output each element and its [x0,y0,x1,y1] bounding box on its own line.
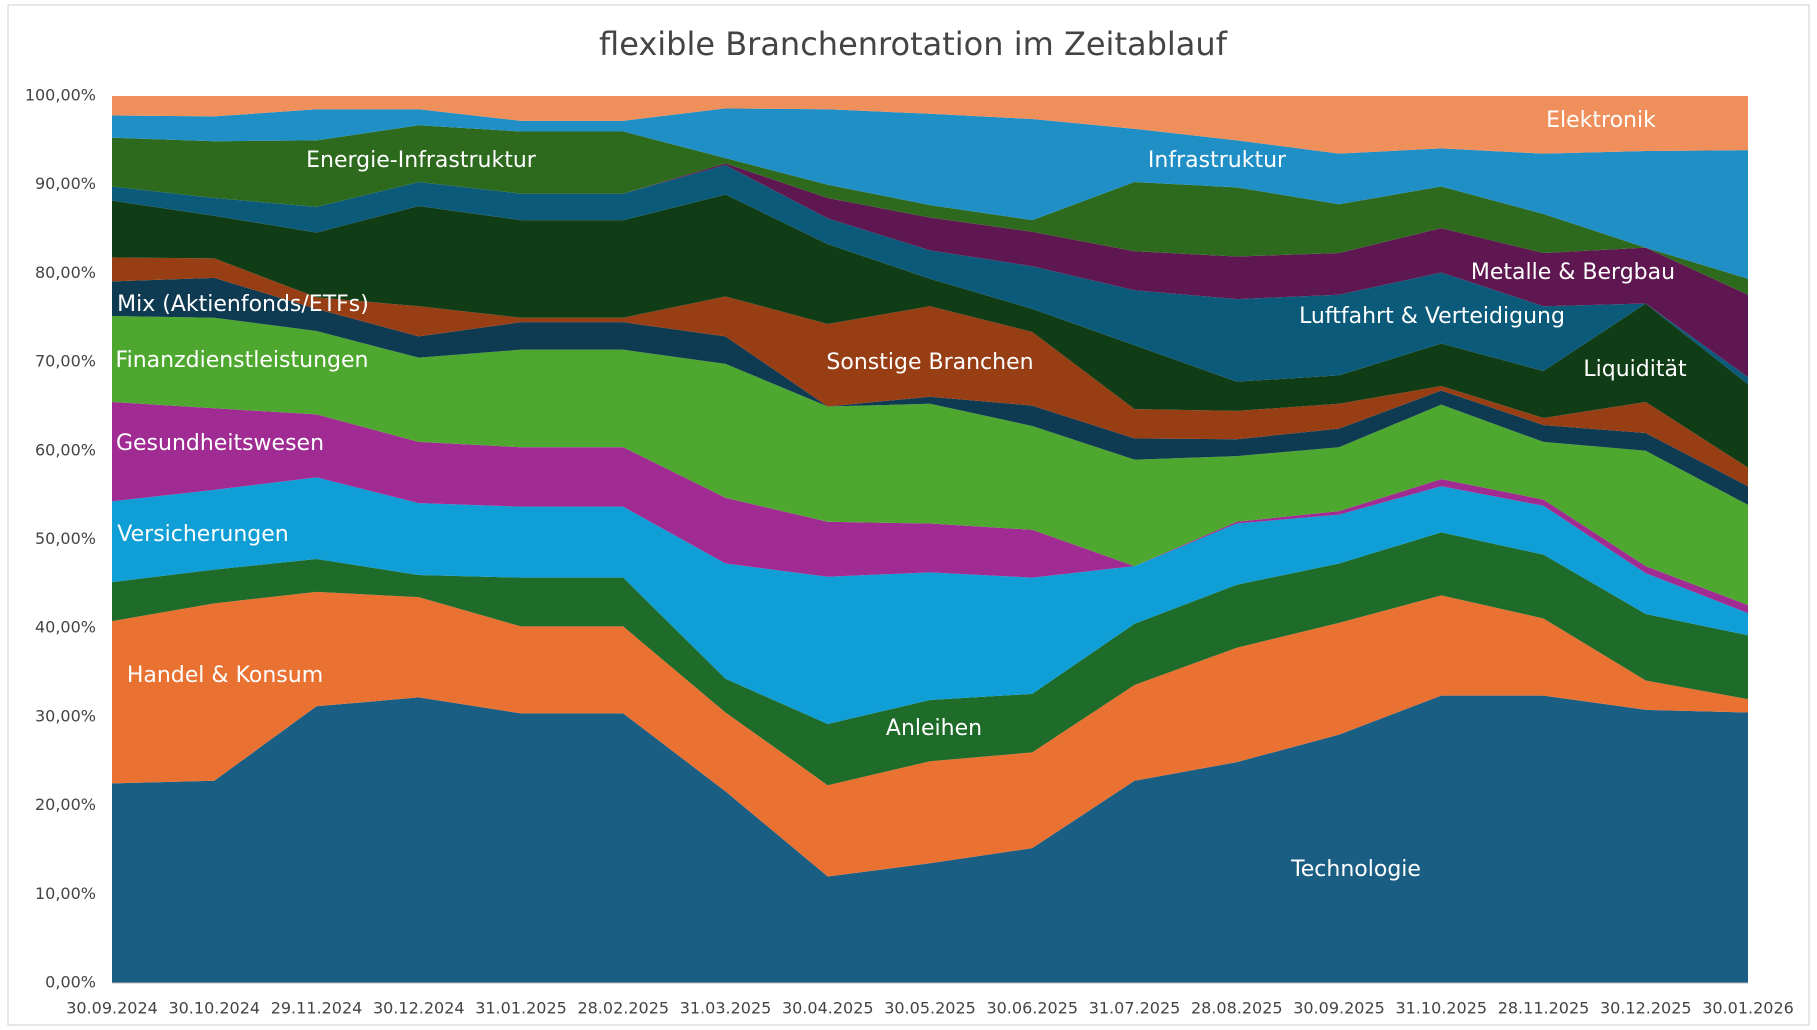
area [112,96,1748,154]
x-tick-label: 29.11.2024 [271,999,363,1018]
series-label: Finanzdienstleistungen [116,348,369,373]
y-tick-label: 10,00% [35,884,96,903]
y-tick-label: 50,00% [35,529,96,548]
x-tick-label: 30.09.2024 [66,999,158,1018]
series-label: Energie-Infrastruktur [306,148,537,173]
area [112,163,1748,378]
x-tick-label: 30.09.2025 [1293,999,1385,1018]
y-tick-label: 20,00% [35,795,96,814]
area [112,165,1748,385]
area [112,257,1748,487]
x-tick-label: 28.11.2025 [1498,999,1590,1018]
series-label: Technologie [1290,857,1421,882]
area [112,277,1748,505]
x-tick-label: 30.04.2025 [782,999,874,1018]
y-tick-label: 80,00% [35,263,96,282]
area [112,194,1748,468]
series-label: Infrastruktur [1148,148,1287,173]
area [112,591,1748,877]
series-label: Versicherungen [117,522,288,547]
area [112,532,1748,786]
x-tick-label: 30.06.2025 [986,999,1078,1018]
area [112,402,1748,614]
series-label: Sonstige Branchen [826,350,1033,375]
y-tick-label: 30,00% [35,706,96,725]
area [112,108,1748,279]
series-label: Mix (Aktienfonds/ETFs) [117,292,369,317]
area [112,477,1748,724]
series-label: Metalle & Bergbau [1471,260,1675,285]
series-label: Gesundheitswesen [116,431,324,456]
y-tick-label: 40,00% [35,618,96,637]
chart-title: flexible Branchenrotation im Zeitablauf [599,25,1228,63]
x-tick-label: 28.02.2025 [577,999,669,1018]
area [112,125,1748,295]
x-tick-label: 30.01.2026 [1702,999,1794,1018]
series-label: Handel & Konsum [127,663,323,688]
x-tick-label: 30.12.2024 [373,999,465,1018]
x-tick-label: 30.05.2025 [884,999,976,1018]
x-tick-label: 31.01.2025 [475,999,567,1018]
x-tick-label: 30.10.2024 [168,999,260,1018]
series-label: Elektronik [1546,108,1656,133]
area [112,315,1748,606]
x-tick-label: 31.07.2025 [1089,999,1181,1018]
y-tick-label: 90,00% [35,174,96,193]
series-label: Liquidität [1583,357,1687,382]
x-tick-label: 30.12.2025 [1600,999,1692,1018]
y-tick-label: 70,00% [35,352,96,371]
y-tick-label: 0,00% [45,973,96,992]
area [112,695,1748,983]
y-tick-label: 100,00% [25,86,96,105]
y-tick-label: 60,00% [35,440,96,459]
series-label: Luftfahrt & Verteidigung [1299,304,1565,329]
x-tick-label: 28.08.2025 [1191,999,1283,1018]
x-tick-label: 31.10.2025 [1395,999,1487,1018]
x-tick-label: 31.03.2025 [680,999,772,1018]
series-label: Anleihen [886,716,982,741]
